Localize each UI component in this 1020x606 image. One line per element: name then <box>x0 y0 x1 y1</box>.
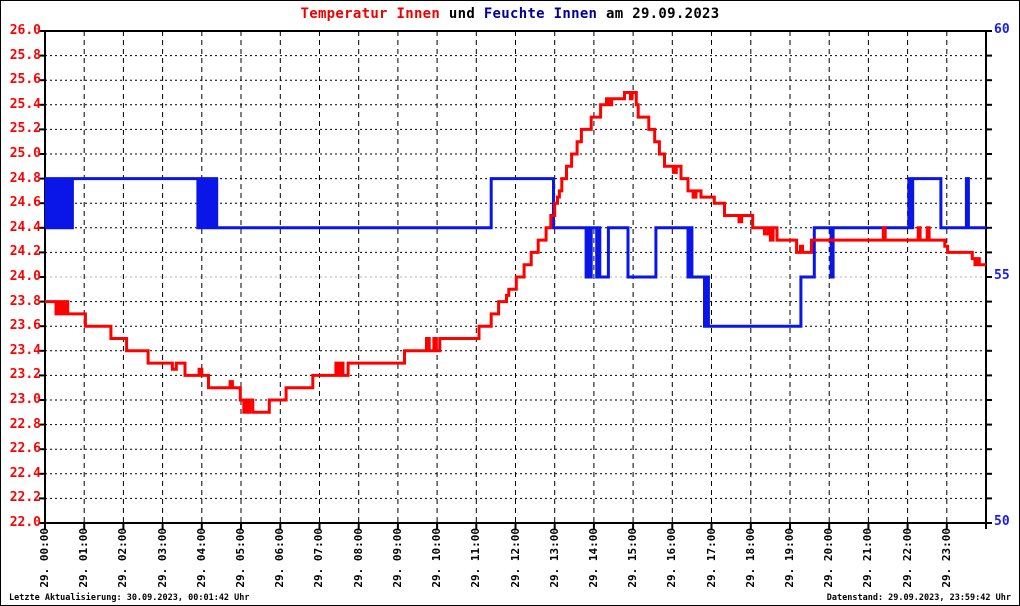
x-tick-label: 29. 12:00 <box>508 528 522 588</box>
chart-title-temperature: Temperatur Innen <box>300 6 441 22</box>
x-tick-label: 29. 11:00 <box>469 528 483 588</box>
x-tick-label: 29. 17:00 <box>704 528 718 588</box>
x-tick-label: 29. 20:00 <box>822 528 836 588</box>
chart-title-connector: und <box>440 6 484 22</box>
y-left-tick-label: 22.8 <box>9 416 41 432</box>
y-left-tick-label: 24.2 <box>9 244 41 260</box>
y-left-tick-label: 26.0 <box>9 23 41 38</box>
x-tick-label: 29. 19:00 <box>782 528 796 588</box>
x-tick-label: 29. 03:00 <box>155 528 169 588</box>
x-tick-label: 29. 01:00 <box>77 528 91 588</box>
x-tick-label: 29. 13:00 <box>547 528 561 588</box>
y-left-tick-label: 25.4 <box>9 96 41 112</box>
x-tick-label: 29. 22:00 <box>900 528 914 588</box>
x-tick-label: 29. 08:00 <box>351 528 365 588</box>
y-right-tick-label: 60 <box>994 22 1010 37</box>
y-left-tick-label: 23.0 <box>9 392 41 407</box>
y-left-tick-label: 25.2 <box>9 121 41 137</box>
x-tick-label: 29. 21:00 <box>861 528 875 588</box>
y-right-tick-label: 55 <box>994 268 1010 283</box>
x-tick-label: 29. 09:00 <box>390 528 404 588</box>
x-tick-label: 29. 00:00 <box>38 528 51 588</box>
x-tick-label: 29. 15:00 <box>626 528 640 588</box>
last-update-text: Letzte Aktualisierung: 30.09.2023, 00:01… <box>9 593 250 603</box>
x-tick-label: 29. 04:00 <box>194 528 208 588</box>
y-left-tick-label: 22.2 <box>9 490 41 506</box>
y-left-tick-label: 23.4 <box>9 342 41 358</box>
x-tick-label: 29. 10:00 <box>430 528 444 588</box>
x-tick-label: 29. 02:00 <box>116 528 130 588</box>
y-left-tick-label: 24.6 <box>9 195 41 211</box>
humidity-line <box>44 177 986 328</box>
x-tick-label: 29. 05:00 <box>234 528 248 588</box>
x-tick-label: 29. 06:00 <box>273 528 287 588</box>
x-tick-label: 29. 18:00 <box>743 528 757 588</box>
y-left-tick-label: 24.0 <box>9 269 41 284</box>
x-tick-label: 29. 14:00 <box>586 528 600 588</box>
x-tick-label: 29. 16:00 <box>665 528 679 588</box>
y-left-tick-label: 23.8 <box>9 293 41 309</box>
temperature-line <box>45 91 986 414</box>
y-left-tick-label: 25.8 <box>9 47 41 63</box>
y-left-tick-label: 23.2 <box>9 367 41 383</box>
y-right-tick-label: 50 <box>994 514 1010 529</box>
chart-title: Temperatur Innen und Feuchte Innen am 29… <box>1 6 1019 22</box>
y-left-tick-label: 22.0 <box>9 515 41 530</box>
y-left-tick-label: 22.6 <box>9 441 41 457</box>
chart-title-date: am 29.09.2023 <box>597 6 720 22</box>
chart-title-humidity: Feuchte Innen <box>483 6 598 22</box>
x-tick-label: 29. 23:00 <box>939 528 953 588</box>
y-left-tick-label: 22.4 <box>9 465 41 481</box>
y-left-tick-label: 25.0 <box>9 146 41 161</box>
y-left-tick-label: 23.6 <box>9 318 41 334</box>
x-tick-label: 29. 07:00 <box>312 528 326 588</box>
y-left-tick-label: 24.8 <box>9 170 41 186</box>
data-timestamp-text: Datenstand: 29.09.2023, 23:59:42 Uhr <box>826 593 1011 603</box>
y-left-tick-label: 24.4 <box>9 219 41 235</box>
y-left-tick-label: 25.6 <box>9 72 41 88</box>
